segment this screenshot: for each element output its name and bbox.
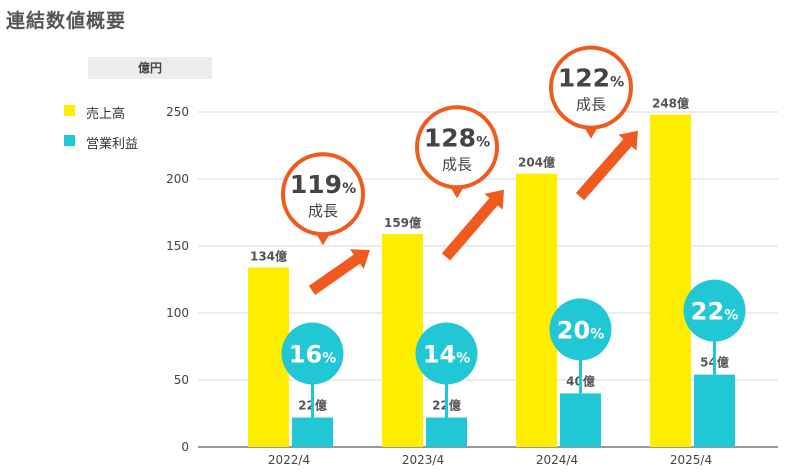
growth-bubble-circle	[281, 152, 365, 237]
growth-bubble	[281, 152, 365, 246]
margin-bubble	[549, 298, 612, 361]
margin-bubble-label: 14%	[423, 341, 470, 369]
margin-bubble-label: 22%	[691, 298, 738, 326]
unit-label: 億円	[88, 57, 212, 79]
growth-bubble-circle	[549, 45, 633, 130]
growth-arrow	[308, 249, 370, 295]
profit-bar	[426, 417, 467, 447]
legend-label-profit: 営業利益	[86, 137, 139, 152]
growth-arrow	[441, 189, 504, 261]
x-tick-label: 2023/4	[402, 453, 444, 467]
margin-bubble-label: 20%	[557, 316, 604, 344]
sales-bar	[516, 173, 557, 447]
profit-bar	[694, 374, 735, 447]
growth-bubble-value: 128%	[424, 123, 490, 152]
growth-bubble-text: 成長	[442, 155, 472, 173]
growth-bubble	[415, 105, 499, 199]
growth-bubble-value: 122%	[558, 64, 624, 93]
page-title: 連結数値概要	[6, 10, 127, 32]
x-tick-label: 2024/4	[536, 453, 578, 467]
legend-swatch-sales	[64, 105, 75, 116]
margin-bubble	[683, 279, 746, 342]
profit-bar	[560, 393, 601, 447]
x-tick-label: 2025/4	[670, 453, 712, 467]
growth-bubble-value: 119%	[290, 170, 356, 199]
sales-data-label: 159億	[384, 215, 421, 230]
legend-label-sales: 売上高	[86, 107, 126, 122]
growth-bubble-circle	[415, 105, 499, 190]
profit-bar	[292, 417, 333, 447]
y-tick-label: 50	[174, 373, 189, 387]
y-tick-label: 150	[166, 239, 189, 253]
sales-bar	[650, 114, 691, 448]
y-tick-label: 0	[181, 440, 189, 454]
growth-bubble-text: 成長	[576, 96, 606, 114]
sales-bar	[382, 233, 423, 447]
sales-data-label: 248億	[652, 96, 689, 111]
y-tick-label: 200	[166, 172, 189, 186]
growth-arrow	[575, 130, 638, 201]
y-tick-label: 100	[166, 306, 189, 320]
growth-bubble	[549, 45, 633, 139]
y-tick-label: 250	[166, 105, 189, 119]
legend-swatch-profit	[64, 135, 75, 146]
x-tick-label: 2022/4	[268, 453, 310, 467]
margin-bubble	[281, 322, 344, 385]
margin-bubble	[415, 322, 478, 385]
margin-bubble-label: 16%	[289, 341, 336, 369]
sales-data-label: 134億	[250, 248, 287, 263]
sales-data-label: 204億	[518, 155, 555, 170]
growth-bubble-text: 成長	[308, 202, 338, 220]
